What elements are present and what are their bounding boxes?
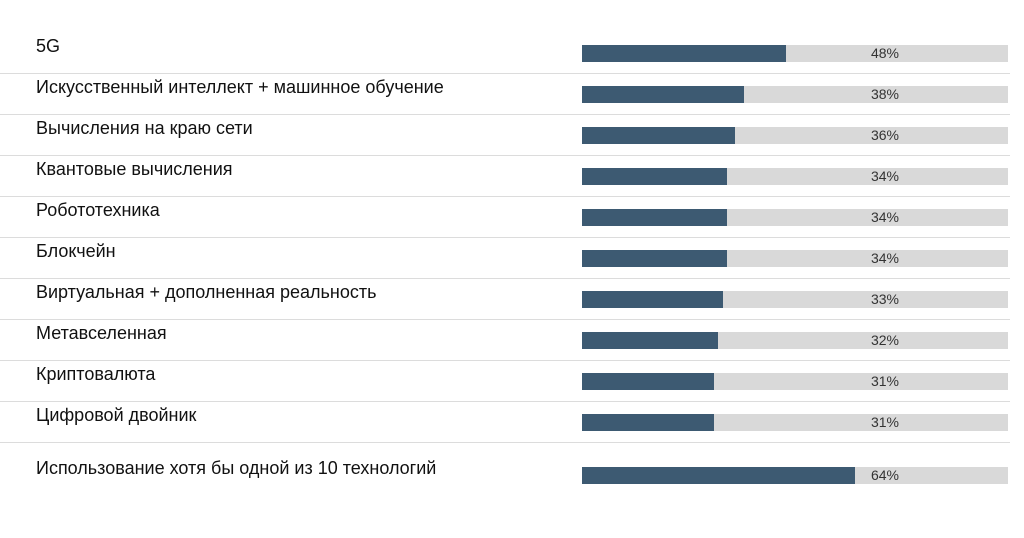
bar	[582, 86, 744, 103]
bar-track: 64%	[582, 467, 1008, 484]
chart-row: Блокчейн 34%	[0, 238, 1010, 279]
value-label: 38%	[870, 86, 900, 102]
value-label: 33%	[870, 291, 900, 307]
chart-row: Вычисления на краю сети 36%	[0, 115, 1010, 156]
row-separator	[0, 114, 1010, 115]
category-label: Вычисления на краю сети	[36, 118, 253, 138]
bar	[582, 467, 855, 484]
chart-row: Криптовалюта 31%	[0, 361, 1010, 402]
chart-row: Квантовые вычисления 34%	[0, 156, 1010, 197]
value-label: 34%	[870, 168, 900, 184]
category-label: Использование хотя бы одной из 10 технол…	[36, 458, 437, 478]
category-label: Криптовалюта	[36, 364, 156, 384]
row-separator	[0, 360, 1010, 361]
category-label: Квантовые вычисления	[36, 159, 233, 179]
chart-row: Виртуальная + дополненная реальность 33%	[0, 279, 1010, 320]
bar	[582, 373, 715, 390]
bar-track: 31%	[582, 373, 1008, 390]
bar	[582, 127, 736, 144]
category-label: Блокчейн	[36, 241, 116, 261]
chart-row: Метавселенная 32%	[0, 320, 1010, 361]
row-separator	[0, 196, 1010, 197]
bar-track: 48%	[582, 45, 1008, 62]
bar-track: 34%	[582, 209, 1008, 226]
row-separator	[0, 155, 1010, 156]
value-label: 31%	[870, 414, 900, 430]
bar-track: 36%	[582, 127, 1008, 144]
bar-track: 34%	[582, 250, 1008, 267]
row-separator	[0, 73, 1010, 74]
bar-track: 32%	[582, 332, 1008, 349]
category-label: Цифровой двойник	[36, 405, 197, 425]
value-label: 36%	[870, 127, 900, 143]
value-label: 32%	[870, 332, 900, 348]
value-label: 34%	[870, 209, 900, 225]
category-label: Робототехника	[36, 200, 160, 220]
category-label: Искусственный интеллект + машинное обуче…	[36, 77, 444, 97]
row-separator	[0, 278, 1010, 279]
value-label: 48%	[870, 45, 900, 61]
row-separator	[0, 237, 1010, 238]
bar	[582, 332, 719, 349]
bar	[582, 250, 727, 267]
chart-row: 5G 48%	[0, 33, 1010, 74]
bar	[582, 45, 787, 62]
category-label: 5G	[36, 36, 61, 56]
bar	[582, 209, 727, 226]
bar-track: 31%	[582, 414, 1008, 431]
bar-track: 33%	[582, 291, 1008, 308]
row-separator	[0, 319, 1010, 320]
bar	[582, 291, 723, 308]
bar-track: 38%	[582, 86, 1008, 103]
value-label: 34%	[870, 250, 900, 266]
chart-row: Искусственный интеллект + машинное обуче…	[0, 74, 1010, 115]
chart-row: Робототехника 34%	[0, 197, 1010, 238]
value-label: 31%	[870, 373, 900, 389]
bar	[582, 414, 715, 431]
chart-row: Цифровой двойник 31%	[0, 402, 1010, 443]
value-label: 64%	[870, 467, 900, 483]
row-separator	[0, 401, 1010, 402]
bar	[582, 168, 727, 185]
category-label: Метавселенная	[36, 323, 167, 343]
row-separator	[0, 442, 1010, 443]
bar-track: 34%	[582, 168, 1008, 185]
summary-row: Использование хотя бы одной из 10 технол…	[0, 455, 1010, 496]
category-label: Виртуальная + дополненная реальность	[36, 282, 377, 302]
